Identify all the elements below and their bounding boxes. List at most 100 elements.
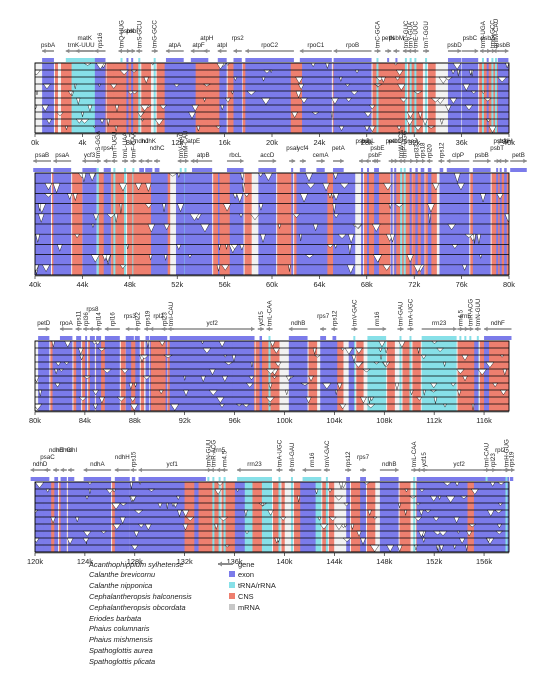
exon-strip [42,58,509,62]
exon-block [461,58,479,62]
gene-label: trnD-GUC [403,20,410,48]
dip [442,482,452,486]
gene-label: ndhI [65,447,77,454]
gene-arrowhead [165,48,170,54]
exon-block [375,168,379,172]
gene-arrowhead [464,326,469,332]
gene-label: trnF-GAA [130,131,137,158]
gene-arrowhead [132,158,137,164]
exon-block [145,168,153,172]
exon-block [394,168,397,172]
gene-arrowhead [60,467,65,473]
gene-label: rps2 [232,35,245,42]
tick-label: 132k [177,557,193,566]
gene-label: ycf2 [453,461,465,468]
gene-arrowhead [486,467,490,473]
tick-label: 20k [266,138,278,147]
gene-label: rps8 [86,306,99,313]
gene-arrowhead [302,158,306,164]
dip [452,63,462,70]
gene-label: rpl2 [153,313,164,320]
gene-arrowhead [68,467,72,473]
gene-arrowhead [438,158,442,164]
dip [454,482,460,487]
dip [35,482,45,489]
region-band [510,173,527,275]
gene-label: trnV-GAC [324,440,331,467]
gene-label: rps15 [131,451,138,467]
exon-swatch [229,571,235,577]
gene-label: rps11 [76,310,83,326]
gene-arrowhead [216,467,221,473]
exon-block [85,336,88,340]
tick-label: 24k [313,138,325,147]
dip [496,482,506,486]
exon-block [404,58,407,62]
gene-label: rpl36 [83,312,90,326]
gene-arrowhead [89,326,93,332]
gene-label: rps12 [331,310,338,326]
gene-label: rpl23 [162,312,169,326]
dip [129,482,133,489]
exon-block [149,336,168,340]
gene-arrowhead [426,158,431,164]
exon-block [447,58,462,62]
gene-arrowhead [340,158,344,164]
gene-label: rps7 [357,454,370,461]
gene-label: psbT [490,145,504,152]
exon-block [302,477,322,481]
exon-block [376,58,379,62]
dip [88,173,96,182]
gene-arrowhead [134,326,138,332]
gene-arrowhead [333,48,338,54]
gene-label: psbB [496,42,510,49]
gene-arrowhead [194,158,198,164]
gene-label: rpl22 [134,312,141,326]
exon-block [459,336,462,340]
exon-block [333,168,344,172]
dip [226,63,230,66]
gene-arrowhead [497,158,502,164]
exon-block [366,168,369,172]
gene-arrowhead [504,48,509,54]
gene-label: rrn16 [309,452,316,467]
dip [95,63,105,70]
exon-strip [30,477,514,481]
exon-block [413,477,416,481]
gene-arrowhead [402,48,407,54]
tick-label: 140k [276,557,292,566]
gene-arrowhead [75,326,80,332]
gene-arrowhead [130,467,135,473]
gene-arrowhead [302,467,307,473]
gene-label: psbF [368,152,382,159]
exon-block [496,168,499,172]
exon-block [374,168,377,172]
exon-block [139,168,145,172]
dip [378,341,386,348]
dip [489,482,496,487]
gene-label: rrn5 [214,447,226,454]
dip [505,63,509,69]
exon-block [416,477,502,481]
gene-label: rpl2 [495,447,506,454]
tick-label: 64k [313,280,325,289]
gene-label: psbI [126,28,138,35]
tick-label: 52k [171,280,183,289]
exon-block [59,336,73,340]
exon-block [125,336,134,340]
gene-label: trnY-GUA [408,21,415,48]
legend-label: CNS [238,592,254,601]
exon-block [476,336,479,340]
exon-block [207,477,210,481]
dip [64,341,72,348]
gene-arrowhead [469,326,474,332]
legend-label: exon [238,570,254,579]
exon-block [103,168,111,172]
gene-label: trnG-GCC [152,20,159,48]
legend-label: tRNA/rRNA [238,581,276,590]
gene-label: ycf15 [258,311,265,326]
gene-arrowhead [359,158,363,164]
dip [94,341,101,346]
